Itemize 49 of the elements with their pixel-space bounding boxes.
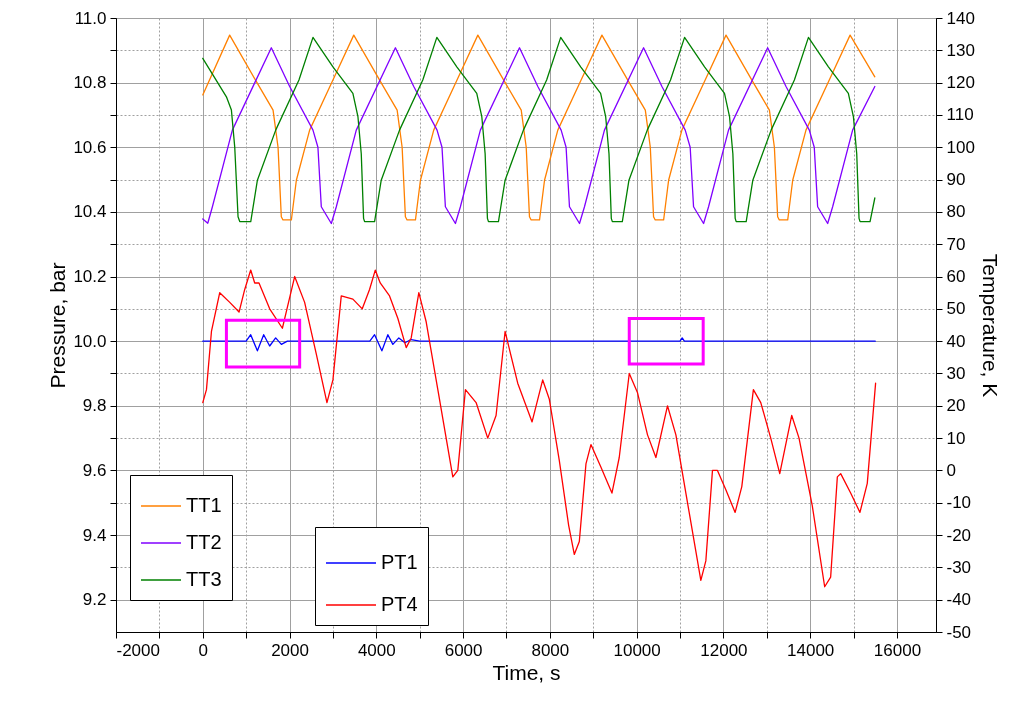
y2-tick-label: 130 [946,40,975,60]
y-tick-label: 9.8 [82,396,107,416]
x-tick-label: 12000 [700,640,748,660]
y-tick-label: 10.8 [73,73,107,93]
y2-tick-label: 60 [946,267,966,287]
x-tick-label: 10000 [613,640,661,660]
x-tick-label: 2000 [271,640,309,660]
x-tick-label: 0 [198,640,209,660]
y-tick-label: 9.4 [82,525,107,545]
y-tick-label: 9.6 [82,460,107,480]
x-tick-label: 14000 [787,640,835,660]
x-tick-label: 16000 [873,640,922,660]
x-tick-label: -2000 [116,640,160,660]
y2-tick-label: 10 [946,428,966,448]
legend-label: PT4 [381,593,418,615]
y2-tick-label: 120 [946,73,975,93]
y2-tick-label: 0 [946,460,956,480]
legend-label: TT3 [186,568,222,590]
y2-tick-label: 110 [946,105,974,125]
y-tick-label: 10.2 [73,267,107,287]
y2-tick-label: 50 [946,299,966,319]
y-axis-title: Pressure, bar [46,262,70,389]
y2-tick-label: -30 [946,557,972,577]
y2-tick-label: 140 [946,8,975,28]
y-tick-label: 10.4 [73,202,107,222]
y2-tick-label: -40 [946,590,972,610]
x-axis-title: Time, s [492,660,561,684]
y2-axis-title: Temperature, K [978,253,1002,398]
legend-label: TT2 [186,531,222,553]
legend-label: PT1 [381,551,418,573]
y2-tick-label: -50 [946,622,972,642]
x-tick-label: 8000 [531,640,570,660]
line-series [202,334,876,352]
y2-tick-label: 90 [946,170,966,190]
x-tick-label: 6000 [444,640,483,660]
y-tick-label: 10.0 [73,331,107,351]
x-tick-label: 4000 [357,640,396,660]
y2-tick-label: 70 [946,234,966,254]
y2-tick-label: 80 [946,202,966,222]
y-tick-label: 9.2 [82,590,107,610]
legend-label: TT1 [186,494,222,516]
y-tick-label: 11.0 [74,8,107,28]
y2-tick-label: 30 [946,363,966,383]
y2-tick-label: -20 [946,525,972,545]
y2-tick-label: 40 [946,331,966,351]
y2-tick-label: 20 [946,396,966,416]
y2-tick-label: 100 [946,137,975,157]
y2-tick-label: -10 [946,493,972,513]
y-tick-label: 10.6 [73,137,107,157]
